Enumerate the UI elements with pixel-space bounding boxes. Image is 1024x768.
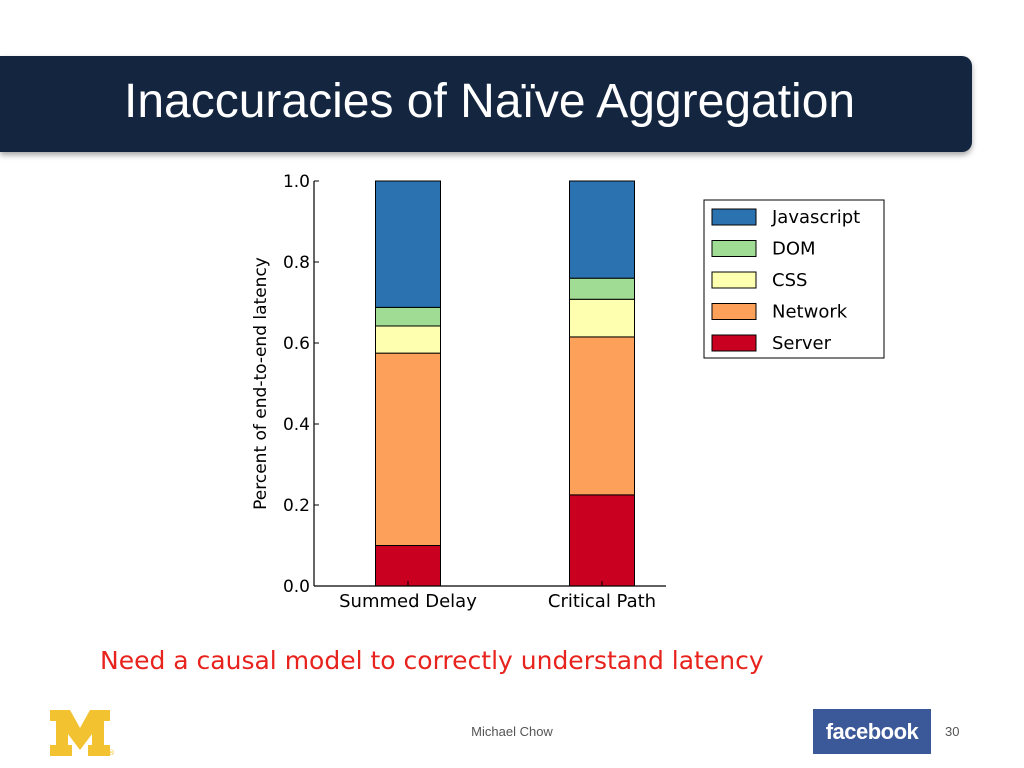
legend-swatch-javascript [711, 208, 757, 226]
legend-swatch-dom [711, 240, 757, 257]
title-bar: Inaccuracies of Naïve Aggregation [0, 56, 972, 152]
y-tick-label-0-8: 0.8 [283, 253, 310, 273]
legend-swatch-server [711, 334, 757, 352]
y-tick-label-0-0: 0.0 [283, 577, 310, 597]
y-tick-label-1-0: 1.0 [283, 172, 310, 192]
bar-critical-path-dom [569, 277, 635, 300]
svg-text:®: ® [108, 749, 114, 756]
bar-summed-delay-network [375, 352, 441, 546]
bar-summed-delay-css [375, 325, 441, 354]
legend-swatch-css [711, 271, 757, 289]
footer-author: Michael Chow [471, 724, 553, 739]
x-tick-label-critical-path: Critical Path [548, 591, 656, 612]
bar-summed-delay-dom [375, 306, 441, 327]
y-axis-label: Percent of end-to-end latency [251, 257, 271, 510]
facebook-logo: facebook [813, 709, 931, 754]
slide-title: Inaccuracies of Naïve Aggregation [124, 75, 856, 128]
block-m-logo: ® [50, 710, 114, 756]
legend-swatch-network [711, 303, 757, 320]
y-tick-label-0-2: 0.2 [283, 496, 310, 516]
facebook-logo-text: facebook [825, 719, 919, 744]
stacked-bar-chart: 0.0 0.2 0.4 0.6 0.8 1.0 Summed Delay Critical P… [251, 172, 885, 612]
legend-label-server: Server [772, 333, 832, 354]
bar-critical-path-network [569, 336, 635, 496]
x-tick-label-summed-delay: Summed Delay [339, 591, 477, 612]
legend-label-css: CSS [772, 270, 807, 291]
page-number: 30 [945, 724, 960, 739]
bar-summed-delay-javascript [375, 180, 441, 308]
bar-critical-path-javascript [569, 180, 635, 279]
bar-critical-path-css [569, 298, 635, 338]
slide-subtitle: Need a causal model to correctly underst… [100, 646, 764, 675]
y-tick-label-0-4: 0.4 [283, 415, 310, 435]
legend-label-javascript: Javascript [771, 207, 860, 228]
bar-summed-delay-server [375, 545, 441, 587]
bar-critical-path-server [569, 494, 635, 587]
legend-label-network: Network [772, 302, 848, 323]
y-tick-label-0-6: 0.6 [283, 334, 310, 354]
legend-label-dom: DOM [772, 239, 816, 260]
